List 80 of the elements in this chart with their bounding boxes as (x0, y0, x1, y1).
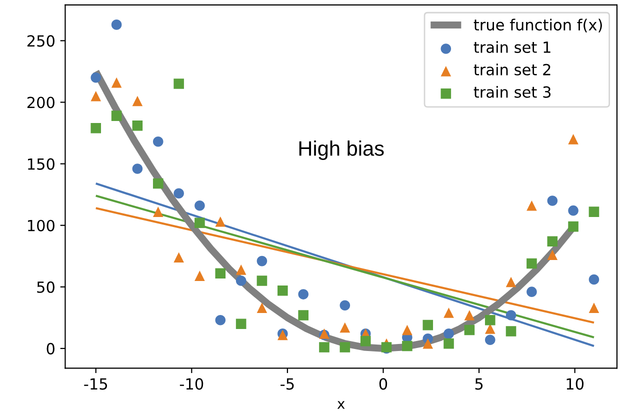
x-tick-label: 10 (566, 378, 584, 390)
point (444, 338, 454, 349)
y-tick-label: 100 (28, 220, 54, 232)
x-tick-label: -5 (280, 378, 294, 390)
point (588, 302, 600, 313)
point (132, 164, 143, 174)
point (444, 308, 454, 318)
x-axis-title: x (337, 401, 345, 409)
point (547, 196, 558, 206)
point (111, 20, 122, 30)
point (256, 302, 268, 313)
point (568, 221, 578, 232)
point (111, 77, 122, 88)
point (526, 286, 537, 297)
legend-label: train set 3 (474, 86, 551, 98)
point (484, 315, 496, 326)
point (319, 342, 330, 352)
point (506, 326, 516, 336)
point (526, 200, 537, 211)
point (506, 276, 516, 288)
point (194, 270, 205, 281)
y-tick-label: 250 (27, 35, 54, 47)
point (236, 264, 246, 275)
x-tick-label: 5 (475, 378, 483, 390)
point (340, 322, 350, 333)
point (340, 300, 350, 311)
point (132, 120, 143, 131)
point (111, 110, 122, 121)
point (215, 216, 226, 227)
x-tick-label: -15 (84, 378, 108, 390)
point (152, 206, 164, 217)
point (256, 256, 268, 266)
annotation: High bias (299, 140, 384, 160)
point (194, 218, 205, 228)
point (568, 134, 578, 144)
point (506, 310, 516, 320)
point (464, 310, 475, 320)
point (547, 236, 558, 247)
x-tick-label: 0 (379, 378, 388, 390)
point (236, 318, 246, 329)
point (236, 276, 246, 286)
point (547, 250, 558, 260)
point (298, 310, 308, 320)
point (444, 328, 454, 339)
point (422, 320, 434, 330)
point (484, 324, 496, 334)
y-tick-label: 50 (37, 281, 54, 293)
point (256, 276, 268, 286)
point (174, 78, 184, 89)
point (402, 324, 412, 336)
point (484, 334, 496, 345)
point (568, 205, 578, 216)
point (152, 136, 164, 147)
point (215, 268, 226, 279)
point (464, 324, 475, 336)
point (90, 72, 102, 83)
point (422, 338, 434, 349)
y-tick-label: 200 (27, 96, 54, 108)
point (90, 90, 102, 102)
point (174, 188, 184, 198)
point (298, 289, 308, 300)
point (278, 285, 288, 296)
point (402, 340, 412, 352)
point (340, 342, 350, 352)
legend-label: train set 1 (474, 41, 550, 53)
y-tick-label: 0 (46, 342, 54, 354)
point (152, 178, 164, 189)
point (588, 274, 600, 285)
point (588, 206, 600, 217)
x-tick-label: -10 (180, 378, 204, 390)
y-tick-label: 150 (28, 158, 54, 170)
point (215, 315, 226, 326)
point (194, 200, 205, 211)
legend-label: true function f(x) (474, 18, 602, 32)
point (526, 258, 537, 269)
point (132, 96, 143, 106)
point (90, 122, 102, 134)
point (174, 252, 184, 263)
point (360, 336, 371, 346)
legend-label: train set 2 (474, 64, 550, 76)
